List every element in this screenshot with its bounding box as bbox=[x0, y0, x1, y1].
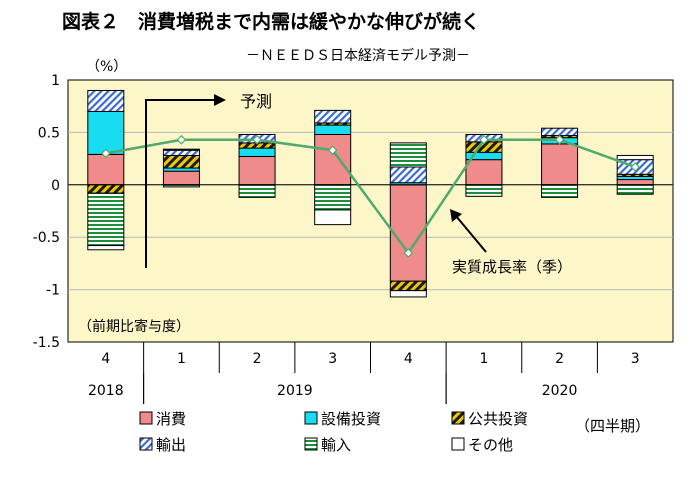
y-tick-label: -1 bbox=[46, 283, 60, 299]
chart-subtitle: －ＮＥＥＤＳ日本経済モデル予測－ bbox=[246, 47, 470, 64]
bar-segment-consumption bbox=[162, 170, 200, 186]
x-axis-table: 2018 2019 2020 4 1 2 3 4 1 2 3 bbox=[88, 342, 640, 404]
x-tick-label: 2 bbox=[555, 351, 564, 367]
plot-area bbox=[67, 79, 674, 343]
legend-label-other: その他 bbox=[468, 436, 513, 454]
year-label: 2019 bbox=[277, 383, 313, 399]
bar-segment-exports bbox=[389, 166, 427, 184]
x-tick-label: 1 bbox=[479, 351, 488, 367]
growth-line bbox=[100, 134, 641, 258]
unit-label: （%） bbox=[86, 59, 127, 75]
bar-segment-other bbox=[389, 290, 427, 298]
bar-segment-consumption bbox=[314, 133, 352, 186]
growth-point bbox=[252, 134, 262, 145]
bar-segment-imports bbox=[389, 142, 427, 168]
y-tick-label: 1 bbox=[51, 73, 60, 89]
year-label: 2018 bbox=[88, 383, 124, 399]
bar-segment-imports bbox=[541, 184, 579, 198]
growth-point bbox=[100, 148, 111, 159]
x-tick-label: 4 bbox=[101, 351, 110, 367]
growth-point bbox=[479, 134, 489, 145]
legend-swatch-exports bbox=[139, 437, 153, 451]
bar-segment-exports bbox=[541, 127, 579, 137]
legend-label-consumption: 消費 bbox=[156, 410, 186, 428]
legend-label-exports: 輸出 bbox=[156, 436, 186, 454]
bar-segment-imports bbox=[238, 184, 276, 198]
legend-swatch-consumption bbox=[139, 411, 153, 425]
bar-segment-consumption bbox=[87, 153, 125, 186]
growth-point bbox=[327, 145, 338, 156]
bar-segment-capex bbox=[87, 110, 125, 155]
x-tick-label: 3 bbox=[631, 351, 640, 367]
bar-segment-consumption bbox=[616, 179, 654, 186]
bar-segment-imports bbox=[314, 184, 352, 211]
legend-label-public: 公共投資 bbox=[468, 410, 528, 428]
y-tick-label: 0.5 bbox=[38, 125, 60, 141]
freq-note: （四半期） bbox=[575, 417, 650, 435]
growth-point bbox=[630, 162, 641, 172]
bar-segment-other bbox=[87, 245, 125, 251]
x-tick-label: 3 bbox=[328, 351, 337, 367]
bar-segment-capex bbox=[314, 124, 352, 135]
bar-segment-exports bbox=[87, 89, 125, 112]
bar-segment-public bbox=[87, 184, 125, 194]
legend-swatch-other bbox=[451, 437, 465, 451]
growth-polyline bbox=[105, 138, 636, 256]
forecast-label: 予測 bbox=[240, 92, 272, 111]
bar-segment-capex bbox=[238, 147, 276, 158]
growth-annotation-label: 実質成長率（季） bbox=[452, 258, 572, 276]
bar-segment-imports bbox=[616, 184, 654, 195]
growth-point bbox=[554, 134, 565, 145]
bar-stack bbox=[389, 142, 427, 298]
bar-stack bbox=[314, 109, 352, 226]
growth-point bbox=[176, 134, 187, 145]
y-axis-ticks: 1 0.5 0 -0.5 -1 -1.5 bbox=[33, 73, 60, 351]
bar-segment-consumption bbox=[238, 156, 276, 186]
x-tick-label: 2 bbox=[253, 351, 262, 367]
x-tick-label: 4 bbox=[404, 351, 413, 367]
bar-segment-consumption bbox=[541, 143, 579, 186]
legend-swatch-imports bbox=[304, 437, 318, 451]
forecast-arrow bbox=[145, 94, 226, 268]
legend-label-imports: 輸入 bbox=[321, 436, 351, 454]
bar-segment-imports bbox=[87, 192, 125, 247]
bar-stack bbox=[162, 148, 200, 188]
year-label: 2020 bbox=[542, 383, 578, 399]
bar-stack bbox=[87, 89, 125, 251]
legend-swatch-public bbox=[451, 411, 465, 425]
x-tick-label: 1 bbox=[177, 351, 186, 367]
bar-segment-public bbox=[162, 154, 200, 169]
legend-swatch-capex bbox=[304, 411, 318, 425]
inner-note: （前期比寄与度） bbox=[78, 318, 190, 335]
y-tick-label: -1.5 bbox=[33, 335, 60, 351]
bar-segment-exports bbox=[314, 109, 352, 124]
bars bbox=[87, 89, 654, 298]
bar-segment-imports bbox=[465, 184, 503, 197]
bar-segment-exports bbox=[162, 149, 200, 156]
growth-annotation-arrow bbox=[450, 209, 487, 253]
bar-segment-consumption bbox=[465, 159, 503, 186]
bar-segment-public bbox=[389, 280, 427, 292]
chart-title: 図表２ 消費増税まで内需は緩やかな伸びが続く bbox=[62, 10, 480, 33]
y-tick-label: -0.5 bbox=[33, 230, 60, 246]
bar-segment-other bbox=[314, 209, 352, 226]
bar-segment-other bbox=[162, 148, 200, 151]
legend-label-capex: 設備投資 bbox=[321, 410, 381, 428]
bar-segment-other bbox=[616, 154, 654, 161]
y-tick-label: 0 bbox=[51, 178, 60, 194]
growth-point bbox=[403, 248, 414, 258]
